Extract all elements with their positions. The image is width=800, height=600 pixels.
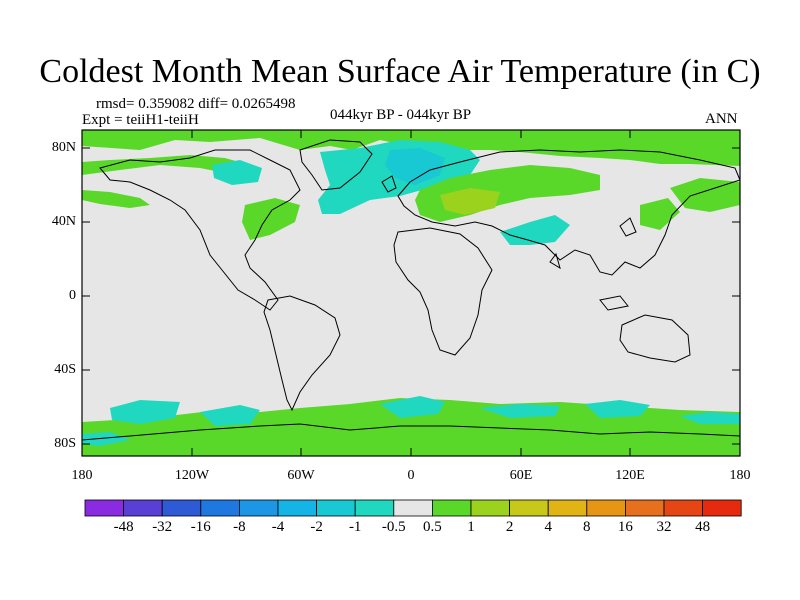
coastlines xyxy=(81,139,741,441)
anomaly-region xyxy=(585,400,650,418)
coastline-eurasia xyxy=(397,149,741,276)
colorbar-label: 4 xyxy=(544,519,552,535)
colorbar-label: -16 xyxy=(190,519,211,535)
colorbar-label: 48 xyxy=(695,519,711,535)
colorbar-label: 1 xyxy=(467,519,475,535)
colorbar-label: 2 xyxy=(505,519,514,535)
anomaly-region xyxy=(82,155,250,175)
anomaly-region xyxy=(380,396,445,418)
coastline-antarctica xyxy=(81,423,741,441)
coastline-islands xyxy=(381,175,637,311)
colorbar-label: 32 xyxy=(656,519,672,535)
colorbar-swatch xyxy=(316,499,356,517)
colorbar-label: 0.5 xyxy=(423,519,442,535)
colorbar-label: -0.5 xyxy=(381,519,406,535)
colorbar-swatch xyxy=(470,499,510,517)
axis-ticks xyxy=(82,130,740,456)
anomaly-region xyxy=(212,160,262,185)
anomaly-region xyxy=(242,198,300,240)
y-tick-label: 40S xyxy=(54,362,76,377)
colorbar-swatch xyxy=(431,499,472,517)
season-label: ANN xyxy=(705,111,738,127)
colorbar-swatch xyxy=(509,499,549,517)
colorbar-label: -8 xyxy=(233,519,246,535)
colorbar xyxy=(84,499,742,517)
anomaly-region xyxy=(640,198,680,230)
y-tick-label: 80S xyxy=(54,436,76,451)
experiment-label: Expt = teiiH1-teiiH xyxy=(82,112,199,128)
period-label: 044kyr BP - 044kyr BP xyxy=(330,107,472,123)
anomaly-region xyxy=(82,432,130,446)
y-tick-label: 80N xyxy=(51,140,76,155)
coastline-south-america xyxy=(263,295,341,412)
plot-title: Coldest Month Mean Surface Air Temperatu… xyxy=(39,53,761,90)
colorbar-swatch xyxy=(663,499,703,517)
x-tick-label: 180 xyxy=(71,468,93,483)
stats-label: rmsd= 0.359082 diff= 0.0265498 xyxy=(96,96,296,112)
anomaly-region xyxy=(82,190,150,208)
x-tick-label: 60W xyxy=(287,468,315,483)
x-tick-label: 120E xyxy=(615,468,645,483)
coastline-north-america xyxy=(99,149,301,311)
colorbar-swatch xyxy=(84,499,124,517)
y-tick-label: 0 xyxy=(69,288,76,303)
colorbar-swatch xyxy=(625,499,665,517)
colorbar-swatch xyxy=(354,499,395,517)
colorbar-label: 8 xyxy=(583,519,591,535)
x-tick-label: 0 xyxy=(407,468,415,483)
x-tick-label: 60E xyxy=(509,468,533,483)
colorbar-label: -48 xyxy=(113,519,134,535)
coastline-greenland xyxy=(299,139,373,191)
anomaly-region xyxy=(82,130,740,166)
anomaly-region xyxy=(440,188,500,215)
colorbar-swatch xyxy=(200,499,240,517)
coastline-australia xyxy=(619,314,691,363)
colorbar-label: -1 xyxy=(348,519,362,535)
anomaly-region xyxy=(480,404,560,418)
x-tick-label: 120W xyxy=(174,468,210,483)
colorbar-label: -32 xyxy=(152,519,173,535)
coastline-africa xyxy=(393,227,493,356)
anomaly-fields xyxy=(82,130,740,456)
colorbar-label: -2 xyxy=(310,519,323,535)
anomaly-region xyxy=(385,148,445,185)
anomaly-region xyxy=(200,405,260,426)
anomaly-region xyxy=(670,178,740,212)
colorbar-swatch xyxy=(393,499,433,517)
colorbar-swatch xyxy=(161,499,202,517)
x-tick-label: 180 xyxy=(729,468,751,483)
colorbar-swatch xyxy=(586,499,626,517)
colorbar-swatch xyxy=(238,499,279,517)
colorbar-swatch xyxy=(277,499,317,517)
colorbar-label: -4 xyxy=(271,519,285,535)
y-tick-label: 40N xyxy=(51,214,76,229)
colorbar-swatch xyxy=(123,499,163,517)
anomaly-region xyxy=(110,400,180,424)
colorbar-label: 16 xyxy=(617,519,633,535)
colorbar-swatch xyxy=(547,499,588,517)
anomaly-region xyxy=(680,412,740,424)
colorbar-swatch xyxy=(702,499,742,517)
